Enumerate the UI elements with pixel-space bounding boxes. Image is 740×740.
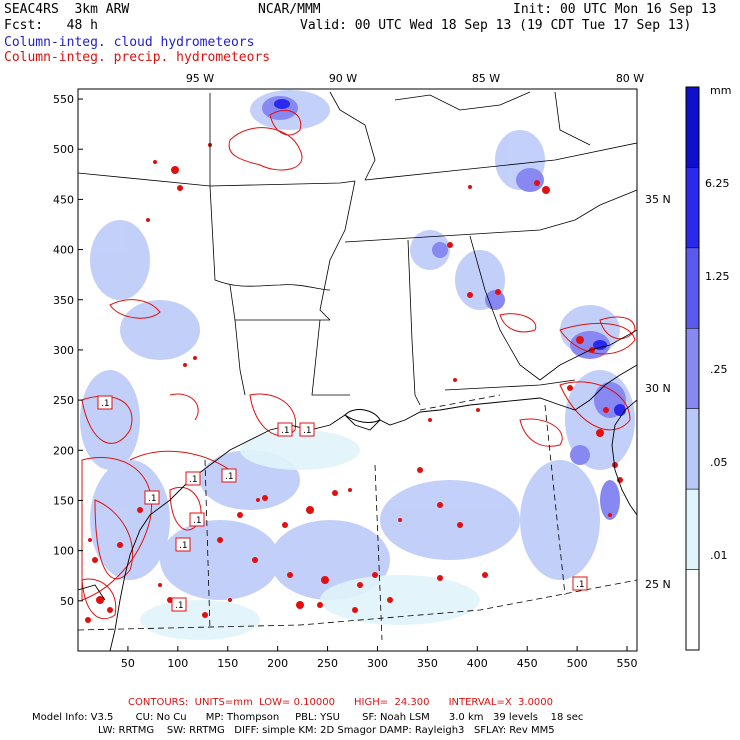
colorbar-label: .01 <box>710 549 728 562</box>
valid-time: Valid: 00 UTC Wed 18 Sep 13 (19 CDT Tue … <box>300 18 692 33</box>
x-tick-label: 50 <box>121 657 135 670</box>
legend-cloud: Column-integ. cloud hydrometeors <box>4 35 255 50</box>
boundary-lines <box>78 394 637 641</box>
x-tick-label: 100 <box>167 657 188 670</box>
colorbar-label: .25 <box>710 363 728 376</box>
y-tick-label: 350 <box>53 294 74 307</box>
model-info-line2: LW: RRTMG SW: RRTMG DIFF: simple KM: 2D … <box>98 725 555 736</box>
svg-text:.1: .1 <box>179 541 188 551</box>
contour-label: .1 <box>277 422 293 437</box>
latitude-labels: 35 N 30 N 25 N <box>645 193 671 591</box>
svg-text:.1: .1 <box>193 516 202 526</box>
colorbar-segment <box>685 167 700 249</box>
x-tick-label: 450 <box>517 657 538 670</box>
lon-label: 85 W <box>472 72 500 85</box>
state-borders <box>78 91 637 406</box>
lat-label: 30 N <box>645 382 671 395</box>
colorbar-segment <box>685 408 700 490</box>
colorbar: mm 6.25 1.25 .25 .05 .01 <box>685 84 731 651</box>
svg-text:.1: .1 <box>175 601 184 611</box>
lat-label: 35 N <box>645 193 671 206</box>
y-tick-label: 50 <box>60 595 74 608</box>
colorbar-segment <box>685 86 700 168</box>
svg-text:.1: .1 <box>148 494 157 504</box>
x-axis: 50 100 150 200 250 300 350 400 450 500 550 <box>121 646 638 670</box>
x-tick-label: 150 <box>217 657 238 670</box>
colorbar-label: 1.25 <box>705 270 730 283</box>
organization-label: NCAR/MMM <box>258 2 321 17</box>
contours-info: CONTOURS: UNITS=mm LOW= 0.10000 HIGH= 24… <box>128 697 554 708</box>
contour-label: .1 <box>221 468 237 483</box>
y-tick-label: 100 <box>53 545 74 558</box>
svg-text:.1: .1 <box>303 426 312 436</box>
svg-text:.1: .1 <box>576 580 585 590</box>
longitude-labels: 95 W 90 W 85 W 80 W <box>186 72 644 85</box>
colorbar-segment <box>685 488 700 570</box>
weather-map: .1 .1 .1 .1 .1 .1 .1 .1 .1 .1 50 100 150 20… <box>53 72 731 670</box>
colorbar-label: .05 <box>710 456 728 469</box>
x-tick-label: 300 <box>367 657 388 670</box>
contour-label: .1 <box>144 490 160 505</box>
contour-label: .1 <box>572 576 588 591</box>
x-tick-label: 200 <box>267 657 288 670</box>
x-tick-label: 400 <box>467 657 488 670</box>
y-tick-label: 250 <box>53 394 74 407</box>
model-title: SEAC4RS 3km ARW <box>4 2 130 17</box>
y-tick-label: 400 <box>53 244 74 257</box>
y-tick-label: 200 <box>53 444 74 457</box>
lon-label: 95 W <box>186 72 214 85</box>
contour-label: .1 <box>171 597 187 612</box>
init-time: Init: 00 UTC Mon 16 Sep 13 <box>513 2 717 17</box>
legend-precip: Column-integ. precip. hydrometeors <box>4 50 271 65</box>
x-tick-label: 350 <box>417 657 438 670</box>
x-tick-label: 500 <box>567 657 588 670</box>
contour-label: .1 <box>189 512 205 527</box>
y-tick-label: 500 <box>53 143 74 156</box>
precip-contours <box>81 110 636 620</box>
y-axis: 50 100 150 200 250 300 350 400 450 500 550 <box>53 93 83 608</box>
svg-text:.1: .1 <box>225 472 234 482</box>
y-tick-label: 450 <box>53 193 74 206</box>
x-tick-label: 250 <box>317 657 338 670</box>
coastline <box>78 364 637 651</box>
y-tick-label: 550 <box>53 93 74 106</box>
model-info-line1: Model Info: V3.5 CU: No Cu MP: Thompson … <box>32 712 584 723</box>
contour-label: .1 <box>97 395 113 410</box>
colorbar-segment <box>685 247 700 329</box>
lat-label: 25 N <box>645 578 671 591</box>
colorbar-unit: mm <box>710 84 731 97</box>
y-tick-label: 300 <box>53 344 74 357</box>
forecast-hour: Fcst: 48 h <box>4 18 98 33</box>
contour-label: .1 <box>299 422 315 437</box>
svg-text:.1: .1 <box>101 399 110 409</box>
precip-cells <box>85 143 623 623</box>
svg-text:.1: .1 <box>281 426 290 436</box>
x-tick-label: 550 <box>617 657 638 670</box>
y-tick-label: 150 <box>53 494 74 507</box>
colorbar-label: 6.25 <box>705 177 730 190</box>
lon-label: 80 W <box>616 72 644 85</box>
colorbar-segment <box>685 569 700 651</box>
lon-label: 90 W <box>329 72 357 85</box>
svg-text:.1: .1 <box>189 475 198 485</box>
contour-label: .1 <box>175 537 191 552</box>
colorbar-segment <box>685 328 700 409</box>
contour-labels: .1 .1 .1 .1 .1 .1 .1 .1 .1 .1 <box>97 395 588 612</box>
contour-label: .1 <box>185 471 201 486</box>
